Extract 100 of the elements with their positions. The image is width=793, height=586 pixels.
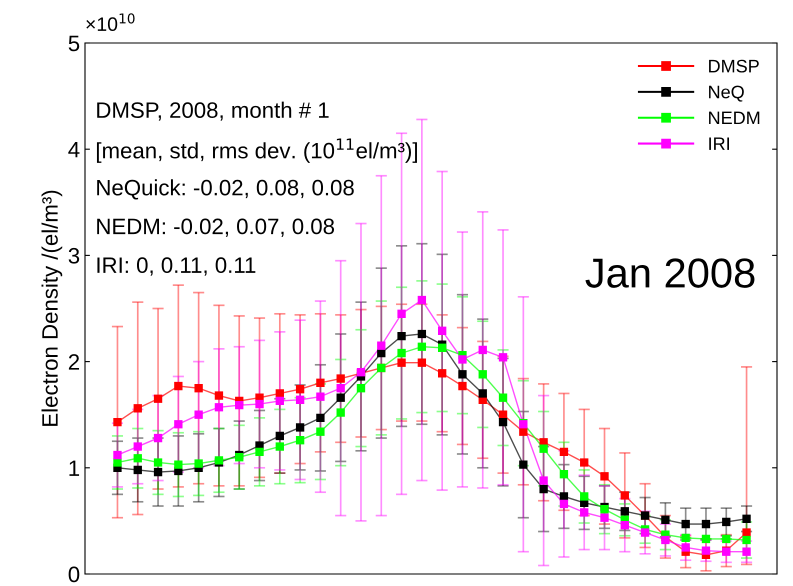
point (620, 520, 629, 530)
point (498, 418, 508, 426)
point (316, 414, 325, 422)
point (661, 516, 670, 524)
point (560, 470, 568, 478)
y-tick-label: 3 (68, 248, 80, 264)
point (235, 453, 244, 462)
point (418, 358, 426, 367)
point (397, 348, 406, 358)
point (418, 296, 426, 304)
point (438, 369, 446, 378)
point (438, 326, 446, 335)
point (214, 391, 224, 400)
point (255, 448, 264, 456)
point (742, 514, 751, 523)
point (154, 394, 162, 403)
point (214, 403, 224, 412)
point (296, 423, 304, 432)
point (539, 476, 548, 485)
point (174, 382, 183, 390)
point (296, 396, 304, 404)
annotation: NEDM: -0.02, 0.07, 0.08 (97, 218, 334, 237)
point (478, 370, 487, 379)
point (296, 385, 304, 394)
point (702, 534, 710, 544)
annotation: DMSP, 2008, month # 1 (97, 102, 329, 121)
legend-label: DMSP (709, 60, 759, 73)
legend-label: NeQ (709, 86, 744, 102)
point (113, 450, 122, 460)
point (255, 400, 264, 408)
point (194, 410, 203, 419)
point (113, 418, 122, 426)
point (154, 458, 162, 467)
point (296, 436, 304, 444)
point (702, 520, 710, 528)
point (235, 400, 244, 410)
point (134, 404, 142, 412)
text: ×10$^{10}$ (86, 13, 135, 32)
point (134, 466, 142, 474)
annotation: Jan 2008 (585, 258, 754, 288)
point (458, 370, 467, 379)
annotation: IRI: 0, 0.11, 0.11 (97, 257, 256, 276)
point (580, 508, 588, 517)
point (620, 491, 629, 500)
point (560, 448, 568, 456)
point (742, 536, 751, 544)
point (682, 520, 690, 528)
point (539, 484, 548, 494)
point (418, 342, 426, 351)
point (661, 536, 670, 544)
point (458, 382, 467, 390)
y-tick-label: 4 (68, 142, 80, 158)
point (682, 534, 690, 542)
y-axis-title: Electron Density /(el/m³) (42, 190, 62, 426)
point (276, 396, 284, 406)
point (498, 394, 508, 402)
y-tick-label: 1 (69, 460, 80, 476)
y-tick-label: 0 (68, 566, 80, 582)
point (702, 546, 710, 555)
y-tick-label: 2 (68, 354, 80, 370)
point (154, 434, 162, 442)
point (316, 392, 325, 401)
point (600, 472, 609, 480)
point (640, 528, 650, 537)
legend-label: NEDM (709, 112, 760, 124)
point (722, 534, 730, 544)
point (377, 348, 386, 358)
point (560, 500, 568, 508)
point (194, 384, 203, 392)
point (194, 459, 203, 468)
point (458, 355, 467, 364)
point (336, 408, 345, 417)
legend-label: IRI (709, 137, 729, 150)
point (154, 468, 162, 476)
point (397, 310, 406, 318)
point (600, 505, 609, 514)
y-tick-label: 5 (68, 36, 80, 52)
point (498, 353, 508, 362)
point (600, 514, 609, 522)
point (478, 389, 487, 398)
point (316, 428, 325, 436)
point (742, 548, 751, 556)
point (418, 330, 426, 338)
point (519, 460, 528, 469)
annotation: [mean, std, rms dev. (10$^{11}$el/m³)] (96, 138, 417, 163)
point (682, 543, 690, 552)
point (134, 454, 142, 462)
point (580, 458, 588, 467)
point (438, 344, 446, 352)
point (134, 442, 142, 451)
point (519, 428, 528, 436)
point (174, 420, 183, 428)
point (377, 342, 386, 350)
point (356, 384, 366, 392)
point (276, 442, 284, 451)
point (316, 378, 325, 388)
point (336, 384, 345, 392)
point (620, 507, 629, 516)
point (174, 460, 183, 469)
annotation: NeQuick: -0.02, 0.08, 0.08 (97, 179, 354, 200)
